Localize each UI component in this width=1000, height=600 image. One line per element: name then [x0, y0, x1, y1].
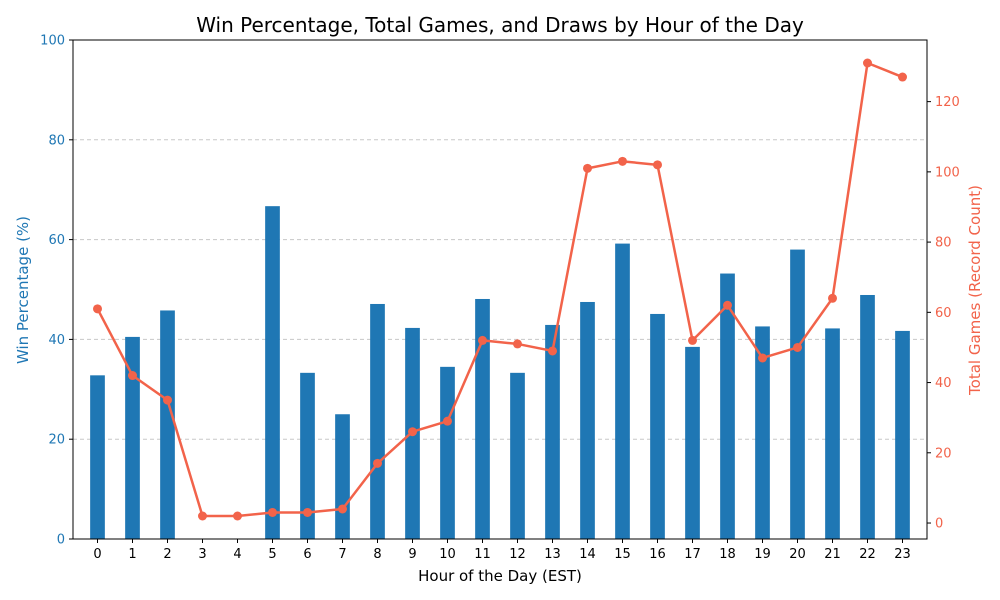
x-tick-label: 10: [439, 547, 456, 562]
x-tick-label: 6: [303, 547, 311, 562]
x-tick-label: 2: [163, 547, 171, 562]
x-tick-label: 4: [233, 547, 241, 562]
bar: [265, 206, 280, 540]
y-right-tick-label: 0: [935, 517, 943, 532]
line-point: [863, 58, 872, 68]
line-point: [793, 342, 802, 352]
bar: [790, 249, 805, 539]
line-point: [128, 371, 137, 381]
line-point: [338, 504, 347, 514]
x-tick-label: 16: [649, 547, 666, 562]
y-right-tick-label: 80: [935, 236, 952, 251]
y-right-tick-label: 20: [935, 446, 952, 461]
x-tick-label: 13: [544, 547, 561, 562]
plot-frame: [72, 39, 928, 540]
line-point: [723, 300, 732, 310]
x-tick-label: 3: [198, 547, 206, 562]
y-left-tick-label: 20: [48, 433, 65, 448]
bar: [685, 346, 700, 539]
series-line: [96, 61, 903, 518]
line-point: [898, 72, 907, 82]
x-tick-label: 14: [579, 547, 596, 562]
x-tick-label: 15: [614, 547, 631, 562]
line-point: [583, 163, 592, 173]
y-left-tick-label: 0: [57, 533, 65, 548]
x-tick-label: 7: [338, 547, 346, 562]
x-tick-label: 0: [93, 547, 101, 562]
y-left-tick-label: 80: [48, 133, 65, 148]
x-axis-label: Hour of the Day (EST): [418, 567, 582, 585]
line-series: [93, 58, 907, 521]
line-point: [688, 335, 697, 345]
line-point: [408, 427, 417, 437]
bar: [720, 273, 735, 539]
x-tick-label: 9: [408, 547, 416, 562]
y-axis-left-label: Win Percentage (%): [14, 216, 32, 364]
bar: [895, 330, 910, 539]
line-point: [478, 335, 487, 345]
x-tick-label: 1: [128, 547, 136, 562]
x-tick-label: 21: [824, 547, 841, 562]
line-point: [233, 511, 242, 521]
y-left-tick-label: 40: [48, 333, 65, 348]
bar: [335, 414, 350, 539]
x-tick-label: 20: [789, 547, 806, 562]
line-point: [653, 160, 662, 170]
grid-lines: [73, 139, 927, 440]
x-tick-label: 11: [474, 547, 491, 562]
line-point: [163, 395, 172, 405]
y-right-tick-label: 40: [935, 376, 952, 391]
line-point: [758, 353, 767, 363]
y-axis-right-label: Total Games (Record Count): [966, 185, 984, 396]
bar: [370, 303, 385, 539]
x-tick-label: 19: [754, 547, 771, 562]
line-point: [303, 507, 312, 517]
line-point: [198, 511, 207, 521]
bar: [510, 372, 525, 539]
axes: 0 1 2 3 4 5 6 7 8 9 10 11 12 13 14 15 16 17 18 19 20 21 22 2302…: [40, 34, 960, 563]
x-tick-label: 22: [859, 547, 876, 562]
bar: [615, 243, 630, 540]
line-point: [268, 507, 277, 517]
x-tick-label: 17: [684, 547, 701, 562]
bar: [860, 294, 875, 539]
x-tick-label: 18: [719, 547, 736, 562]
bar: [650, 313, 665, 539]
bar: [755, 326, 770, 539]
bar: [300, 372, 315, 539]
bar: [475, 298, 490, 539]
y-right-tick-label: 60: [935, 306, 952, 321]
line-point: [93, 304, 102, 314]
x-tick-label: 12: [509, 547, 526, 562]
bar: [90, 375, 105, 539]
line-point: [513, 339, 522, 349]
line-point: [828, 293, 837, 303]
chart-title: Win Percentage, Total Games, and Draws b…: [196, 13, 804, 37]
bar: [545, 324, 560, 539]
bar: [440, 366, 455, 539]
y-right-tick-label: 120: [935, 95, 960, 110]
line-point: [443, 416, 452, 426]
y-left-tick-label: 60: [48, 233, 65, 248]
line-point: [548, 346, 557, 356]
line-point: [373, 458, 382, 468]
x-tick-label: 5: [268, 547, 276, 562]
bar-series: [90, 206, 910, 540]
bar: [825, 328, 840, 539]
y-right-tick-label: 100: [935, 165, 960, 180]
bar: [580, 301, 595, 539]
x-tick-label: 8: [373, 547, 381, 562]
y-left-tick-label: 100: [40, 34, 65, 49]
bar: [125, 336, 140, 539]
x-tick-label: 23: [894, 547, 911, 562]
line-point: [618, 156, 627, 166]
bar: [160, 310, 175, 539]
